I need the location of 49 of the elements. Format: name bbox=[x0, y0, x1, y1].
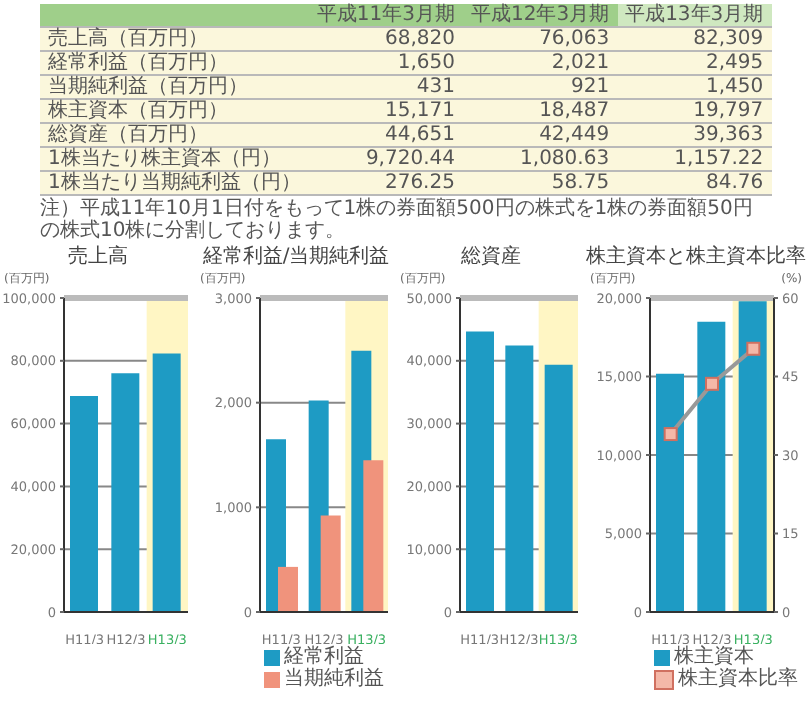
chart-title: 総資産 bbox=[459, 246, 523, 272]
category-label: 1株当たり株主資本（円） bbox=[48, 148, 281, 170]
bar bbox=[320, 515, 341, 612]
chart-title: 株主資本と株主資本比率 bbox=[586, 246, 806, 272]
category-label: 経常利益（百万円） bbox=[48, 52, 228, 74]
text: 注）平成11年10月1日付をもって1株の券面額500円の株式を1株の券面額50円の株式10株に分割しております。 bbox=[40, 198, 755, 242]
text: 276.25 bbox=[384, 172, 455, 194]
chart-title: 売上高 bbox=[66, 246, 130, 272]
text: 921 bbox=[570, 76, 610, 98]
category-label: 平成12年3月期 bbox=[462, 4, 618, 27]
legend-label: 経常利益 bbox=[282, 646, 364, 668]
text: 39,363 bbox=[693, 124, 764, 146]
text: 44,651 bbox=[384, 124, 455, 146]
text: 76,063 bbox=[539, 28, 610, 50]
bar bbox=[466, 331, 494, 612]
bar bbox=[111, 373, 140, 612]
legend-label: 株主資本 bbox=[672, 646, 754, 668]
category-label: 1株当たり当期純利益（円） bbox=[48, 172, 301, 194]
text: 2,495 bbox=[706, 52, 764, 74]
text: 19,797 bbox=[693, 100, 764, 122]
text: 9,720.44 bbox=[365, 148, 455, 170]
text: 431 bbox=[416, 76, 455, 98]
bar bbox=[656, 373, 684, 612]
bar bbox=[278, 566, 298, 612]
bar bbox=[70, 395, 98, 612]
text: 58.75 bbox=[551, 172, 610, 194]
text: 15,171 bbox=[384, 100, 455, 122]
category-label: 総資産（百万円） bbox=[48, 124, 208, 146]
text: 42,449 bbox=[539, 124, 610, 146]
text: 82,309 bbox=[693, 28, 764, 50]
bar bbox=[505, 345, 534, 612]
text: 2,021 bbox=[551, 52, 610, 74]
text: 1,450 bbox=[706, 76, 764, 98]
category-label: 平成11年3月期 bbox=[308, 4, 463, 27]
category-label: 売上高（百万円） bbox=[48, 28, 208, 50]
text: 1,157.22 bbox=[674, 148, 764, 170]
legend-label: 株主資本比率 bbox=[676, 668, 798, 690]
chart-title: 経常利益/当期純利益 bbox=[200, 246, 392, 272]
text: 84.76 bbox=[706, 172, 764, 194]
text: 1,650 bbox=[397, 52, 455, 74]
bar bbox=[697, 321, 726, 612]
legend-label: 当期純利益 bbox=[282, 668, 384, 690]
category-label: 株主資本（百万円） bbox=[48, 100, 228, 122]
text: 1,080.63 bbox=[520, 148, 610, 170]
bar bbox=[363, 460, 384, 612]
category-label: 平成13年3月期 bbox=[617, 4, 772, 27]
category-label: 当期純利益（百万円） bbox=[48, 76, 248, 98]
text: 68,820 bbox=[384, 28, 455, 50]
text: 18,487 bbox=[539, 100, 610, 122]
